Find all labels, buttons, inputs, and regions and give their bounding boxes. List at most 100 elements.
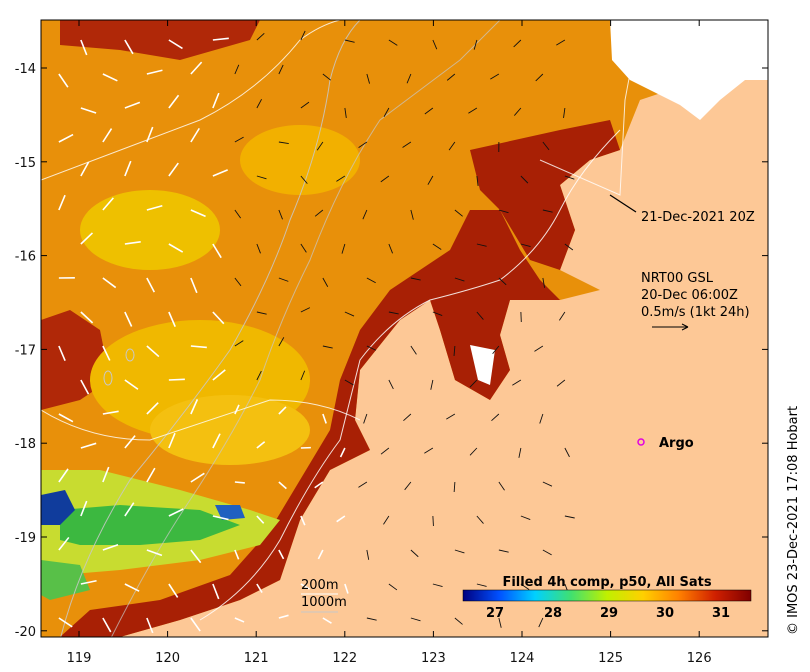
colorbar-title: Filled 4h comp, p50, All Sats — [502, 575, 711, 590]
current-vector-arrow — [314, 481, 324, 489]
current-vector-arrow — [410, 209, 414, 220]
current-vector-arrow — [453, 481, 456, 493]
current-vector-arrow — [538, 617, 544, 628]
current-vector-arrow — [190, 61, 203, 75]
current-vector-arrow — [234, 617, 245, 623]
current-vector-arrow — [102, 73, 118, 82]
current-vector-arrow — [124, 583, 140, 592]
current-vector-arrow — [278, 549, 285, 560]
current-vector-arrow — [406, 73, 412, 84]
current-vector-arrow — [564, 243, 574, 251]
current-vector-arrow — [256, 370, 262, 381]
current-vector-arrow — [512, 379, 522, 386]
current-vector-arrow — [498, 277, 507, 286]
current-vector-arrow — [446, 413, 456, 420]
colorbar: Filled 4h comp, p50, All Sats 27 28 29 30 31 — [462, 575, 752, 621]
current-vector-arrow — [278, 614, 289, 619]
current-vector-arrow — [80, 442, 97, 449]
current-vector-arrow — [341, 243, 346, 254]
sst-hot-coastal — [60, 210, 560, 637]
current-vector-arrow — [190, 277, 198, 294]
current-vector-arrow — [454, 617, 463, 625]
current-vector-arrow — [234, 64, 240, 75]
current-vector-arrow — [102, 466, 110, 483]
current-vector-arrow — [256, 515, 265, 524]
current-vector-arrow — [404, 481, 412, 491]
depth-contour-200m — [125, 348, 135, 362]
current-vector-arrow — [102, 544, 119, 551]
current-vector-arrow — [344, 379, 354, 386]
current-vector-arrow — [432, 583, 443, 587]
y-tick-label: -20 — [15, 625, 36, 640]
current-vector-arrow — [300, 370, 306, 381]
depth-contour-200m — [41, 20, 341, 181]
current-vector-arrow — [453, 345, 456, 357]
current-vector-arrow — [380, 175, 390, 183]
x-tick-label: 124 — [510, 651, 535, 666]
y-tick-label: -17 — [15, 343, 36, 358]
current-vector-arrow — [124, 379, 139, 390]
current-vector-arrow — [542, 481, 553, 487]
current-vector-arrow — [278, 481, 287, 490]
x-tick-label: 122 — [332, 651, 357, 666]
x-tick-label: 123 — [421, 651, 446, 666]
sst-mid-patch — [150, 395, 310, 465]
current-vector-arrow — [476, 515, 484, 524]
current-vector-arrow — [168, 311, 176, 328]
current-vector-arrow — [234, 136, 244, 143]
current-vector-arrow — [234, 481, 245, 484]
sst-field — [41, 20, 768, 637]
current-time-label: 20-Dec 06:00Z — [641, 288, 738, 303]
colorbar-ticks: 27 28 29 30 31 — [486, 606, 730, 621]
current-vector-arrow — [498, 209, 509, 214]
current-vector-arrow — [314, 209, 324, 217]
current-vector-arrow — [146, 617, 154, 634]
current-vector-arrow — [534, 345, 544, 352]
current-vector-arrow — [366, 277, 376, 284]
current-vector-arrow — [498, 549, 509, 553]
current-vector-arrow — [58, 194, 66, 211]
argo-float-marker[interactable] — [637, 438, 645, 446]
current-vector-arrow — [146, 205, 163, 211]
current-vector-arrow — [366, 73, 370, 84]
current-vector-arrow — [476, 583, 487, 587]
current-vector-arrow — [58, 468, 69, 483]
current-vector-arrow — [190, 209, 206, 218]
depth-contour-200m — [539, 20, 641, 196]
current-vector-arrow — [300, 30, 306, 41]
current-vector-arrow — [300, 243, 307, 253]
colorbar-tick-label: 28 — [544, 606, 562, 621]
current-vector-arrow — [344, 583, 349, 594]
current-vector-arrow — [469, 447, 478, 456]
credit-text: © IMOS 23-Dec-2021 17:08 Hobart — [786, 406, 801, 635]
current-vector-arrow — [563, 107, 566, 118]
current-vector-arrow — [102, 128, 113, 143]
no-data-cloud — [470, 345, 495, 385]
current-vector-arrow — [448, 141, 456, 151]
current-vector-arrow — [366, 345, 377, 351]
colorbar-tick-label: 31 — [712, 606, 730, 621]
current-vector-arrow — [322, 277, 329, 287]
current-vector-arrow — [424, 107, 434, 115]
current-vector-arrow — [491, 413, 500, 422]
current-vector-arrow — [454, 549, 465, 554]
current-vector-arrow — [190, 127, 200, 143]
argo-label: Argo — [659, 436, 694, 451]
current-vector-arrow — [358, 141, 368, 148]
current-vector-arrow — [124, 160, 132, 177]
current-vector-arrow — [388, 379, 394, 390]
current-vector-arrow — [513, 39, 522, 48]
current-vector-arrow — [146, 549, 163, 557]
depth-contour-200m — [199, 129, 621, 621]
current-vector-arrow — [322, 345, 333, 349]
current-vector-arrow — [344, 107, 347, 118]
current-vector-arrow — [344, 311, 355, 317]
current-vector-arrow — [212, 433, 221, 449]
current-vector-arrow — [490, 73, 500, 80]
sst-cool-patch — [41, 560, 90, 600]
current-vector-arrow — [432, 311, 443, 317]
current-vector-arrow — [256, 243, 261, 254]
current-vector-arrow — [542, 549, 552, 556]
current-vector-arrow — [300, 101, 310, 109]
current-vector-arrow — [102, 617, 112, 633]
